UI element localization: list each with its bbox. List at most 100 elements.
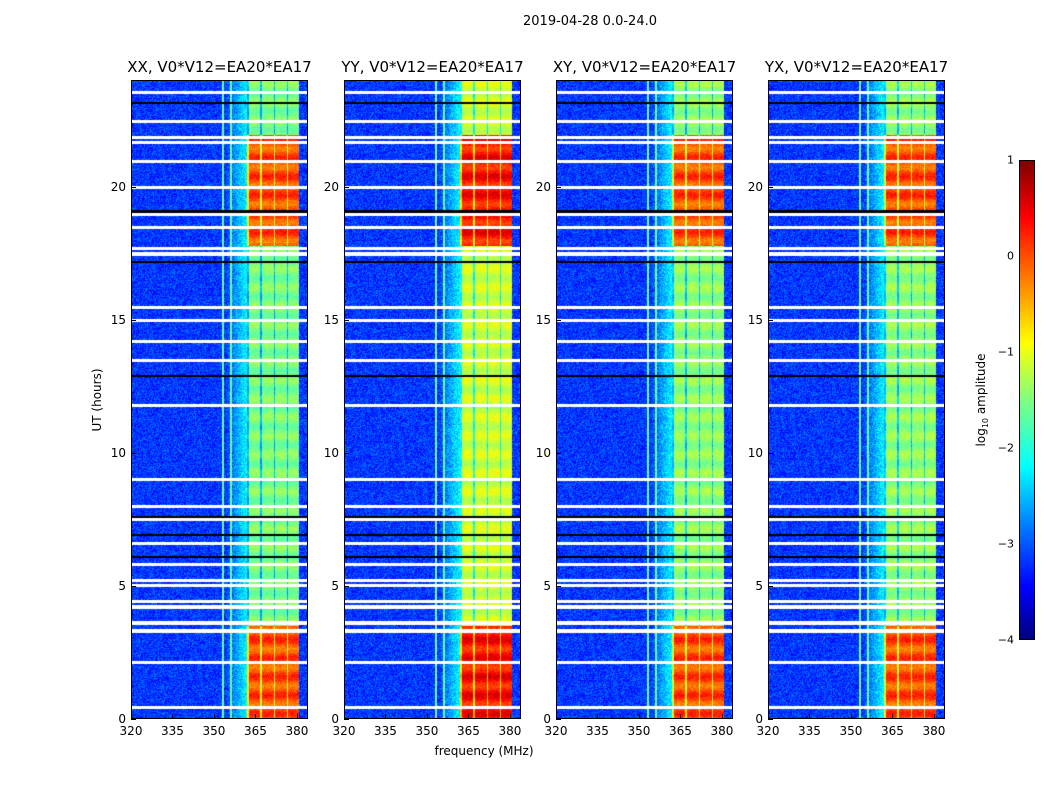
heatmap-panel bbox=[131, 80, 308, 719]
x-tick-mark bbox=[131, 714, 132, 719]
y-tick-label: 10 bbox=[747, 445, 763, 460]
colorbar-tick-label: 1 bbox=[1007, 153, 1014, 167]
y-tick-mark bbox=[556, 585, 561, 587]
y-tick-label: 5 bbox=[755, 578, 763, 593]
spectrogram-canvas bbox=[132, 81, 307, 718]
x-tick-mark bbox=[768, 714, 769, 719]
y-tick-label: 5 bbox=[543, 578, 551, 593]
x-tick-label: 380 bbox=[710, 724, 734, 738]
y-tick-label: 15 bbox=[535, 312, 551, 327]
y-tick-label: 20 bbox=[535, 179, 551, 194]
x-tick-label: 350 bbox=[627, 724, 651, 738]
colorbar-label: log10 amplitude bbox=[973, 353, 991, 447]
x-tick-mark bbox=[933, 714, 935, 719]
x-tick-label: 320 bbox=[756, 724, 780, 738]
spectrogram-canvas bbox=[769, 81, 944, 718]
y-tick-mark bbox=[131, 452, 136, 454]
y-tick-mark bbox=[344, 186, 349, 188]
panel-title: XX, V0*V12=EA20*EA17 bbox=[127, 58, 312, 76]
x-tick-label: 380 bbox=[285, 724, 309, 738]
y-tick-mark bbox=[131, 319, 136, 321]
y-tick-mark bbox=[556, 452, 561, 454]
x-tick-mark bbox=[426, 714, 428, 719]
y-tick-mark bbox=[768, 319, 773, 321]
panel-title: YX, V0*V12=EA20*EA17 bbox=[764, 58, 949, 76]
spectrogram-canvas bbox=[345, 81, 520, 718]
x-tick-label: 320 bbox=[332, 724, 356, 738]
x-tick-mark bbox=[638, 714, 640, 719]
y-tick-label: 0 bbox=[543, 712, 551, 726]
y-tick-label: 5 bbox=[331, 578, 339, 593]
x-tick-mark bbox=[509, 714, 511, 719]
colorbar-tick-label: −3 bbox=[997, 537, 1014, 551]
x-tick-mark bbox=[892, 714, 894, 719]
x-tick-label: 335 bbox=[374, 724, 397, 738]
x-tick-mark bbox=[344, 714, 345, 719]
y-tick-mark bbox=[344, 719, 349, 720]
panel-title: XY, V0*V12=EA20*EA17 bbox=[552, 58, 737, 76]
heatmap-panel bbox=[344, 80, 521, 719]
y-tick-mark bbox=[344, 452, 349, 454]
y-tick-label: 20 bbox=[323, 179, 339, 194]
x-tick-mark bbox=[468, 714, 470, 719]
y-tick-mark bbox=[344, 319, 349, 321]
y-tick-label: 10 bbox=[535, 445, 551, 460]
y-axis-label: UT (hours) bbox=[90, 368, 104, 432]
colorbar-tick-label: −2 bbox=[997, 441, 1014, 455]
x-tick-label: 320 bbox=[544, 724, 568, 738]
y-tick-mark bbox=[556, 186, 561, 188]
x-tick-mark bbox=[385, 714, 387, 719]
figure-title: 2019-04-28 0.0-24.0 bbox=[523, 14, 657, 29]
y-tick-label: 20 bbox=[110, 179, 126, 194]
spectrogram-canvas bbox=[557, 81, 732, 718]
y-tick-label: 20 bbox=[747, 179, 763, 194]
y-tick-mark bbox=[768, 452, 773, 454]
y-tick-label: 15 bbox=[110, 312, 126, 327]
y-tick-label: 5 bbox=[118, 578, 126, 593]
y-tick-label: 15 bbox=[747, 312, 763, 327]
x-tick-label: 350 bbox=[202, 724, 226, 738]
x-tick-label: 350 bbox=[839, 724, 863, 738]
y-tick-label: 0 bbox=[331, 712, 339, 726]
y-tick-label: 15 bbox=[323, 312, 339, 327]
x-tick-label: 365 bbox=[881, 724, 904, 738]
y-tick-mark bbox=[556, 319, 561, 321]
x-tick-mark bbox=[556, 714, 557, 719]
x-tick-mark bbox=[850, 714, 852, 719]
y-tick-mark bbox=[556, 719, 561, 720]
x-tick-label: 350 bbox=[415, 724, 439, 738]
y-tick-mark bbox=[131, 585, 136, 587]
y-tick-mark bbox=[131, 719, 136, 720]
x-tick-label: 365 bbox=[457, 724, 480, 738]
x-tick-label: 320 bbox=[119, 724, 143, 738]
x-tick-label: 380 bbox=[922, 724, 946, 738]
y-tick-mark bbox=[344, 585, 349, 587]
colorbar-tick-label: −4 bbox=[997, 633, 1014, 647]
y-tick-label: 0 bbox=[755, 712, 763, 726]
x-tick-mark bbox=[597, 714, 599, 719]
x-tick-mark bbox=[213, 714, 215, 719]
heatmap-panel bbox=[768, 80, 945, 719]
x-tick-label: 380 bbox=[498, 724, 522, 738]
colorbar bbox=[1019, 160, 1035, 640]
y-tick-mark bbox=[768, 186, 773, 188]
x-tick-mark bbox=[172, 714, 174, 719]
x-tick-label: 335 bbox=[161, 724, 184, 738]
x-tick-mark bbox=[809, 714, 811, 719]
x-axis-label: frequency (MHz) bbox=[434, 744, 534, 758]
y-tick-label: 0 bbox=[118, 712, 126, 726]
x-tick-label: 335 bbox=[586, 724, 609, 738]
x-tick-label: 365 bbox=[669, 724, 692, 738]
x-tick-mark bbox=[680, 714, 682, 719]
x-tick-label: 335 bbox=[798, 724, 821, 738]
panel-title: YY, V0*V12=EA20*EA17 bbox=[341, 58, 524, 76]
colorbar-tick-label: 0 bbox=[1007, 249, 1014, 263]
x-tick-mark bbox=[296, 714, 298, 719]
x-tick-mark bbox=[721, 714, 723, 719]
y-tick-label: 10 bbox=[323, 445, 339, 460]
heatmap-panel bbox=[556, 80, 733, 719]
y-tick-mark bbox=[131, 186, 136, 188]
colorbar-tick-label: −1 bbox=[997, 345, 1014, 359]
x-tick-mark bbox=[255, 714, 257, 719]
